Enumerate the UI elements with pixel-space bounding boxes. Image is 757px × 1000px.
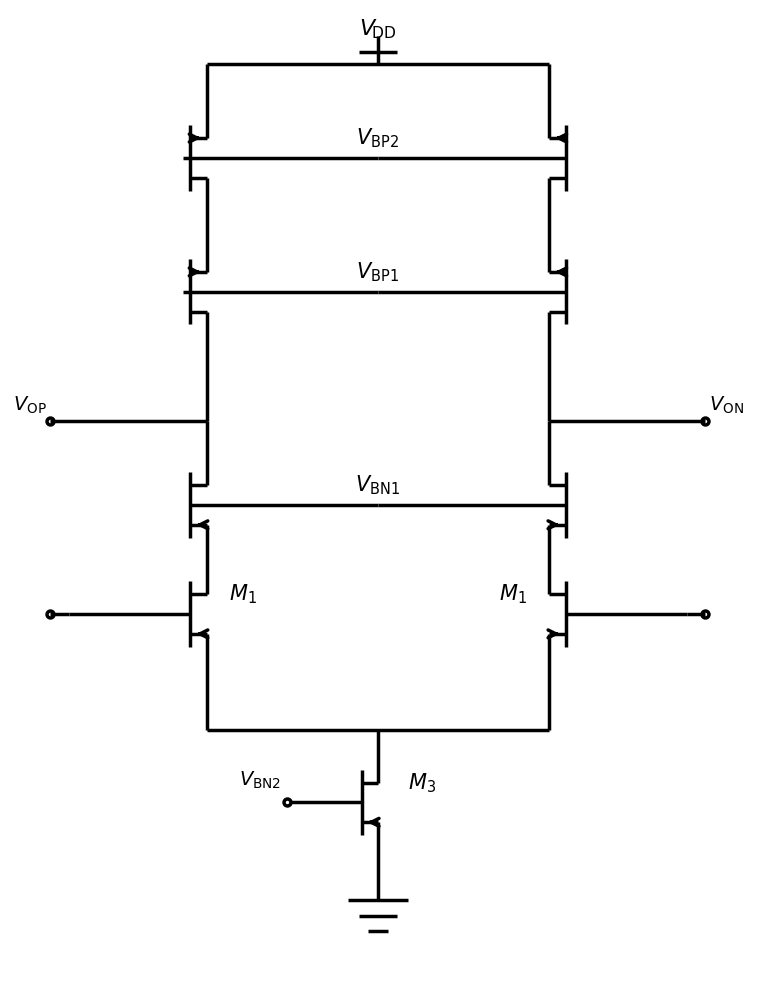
Text: $M_1$: $M_1$: [229, 583, 257, 606]
Text: $M_1$: $M_1$: [499, 583, 527, 606]
Text: $V_{\mathrm{ON}}$: $V_{\mathrm{ON}}$: [709, 394, 744, 416]
Text: $V_{\mathrm{BN2}}$: $V_{\mathrm{BN2}}$: [239, 769, 281, 791]
Text: $\mathit{V}_{\!\mathrm{DD}}$: $\mathit{V}_{\!\mathrm{DD}}$: [359, 17, 397, 41]
Text: $V_{\mathrm{BN1}}$: $V_{\mathrm{BN1}}$: [355, 473, 400, 497]
Text: $V_{\mathrm{BP1}}$: $V_{\mathrm{BP1}}$: [357, 260, 400, 284]
Text: $V_{\mathrm{OP}}$: $V_{\mathrm{OP}}$: [13, 394, 47, 416]
Text: $V_{\mathrm{BP2}}$: $V_{\mathrm{BP2}}$: [357, 126, 400, 150]
Text: $M_3$: $M_3$: [408, 771, 436, 795]
